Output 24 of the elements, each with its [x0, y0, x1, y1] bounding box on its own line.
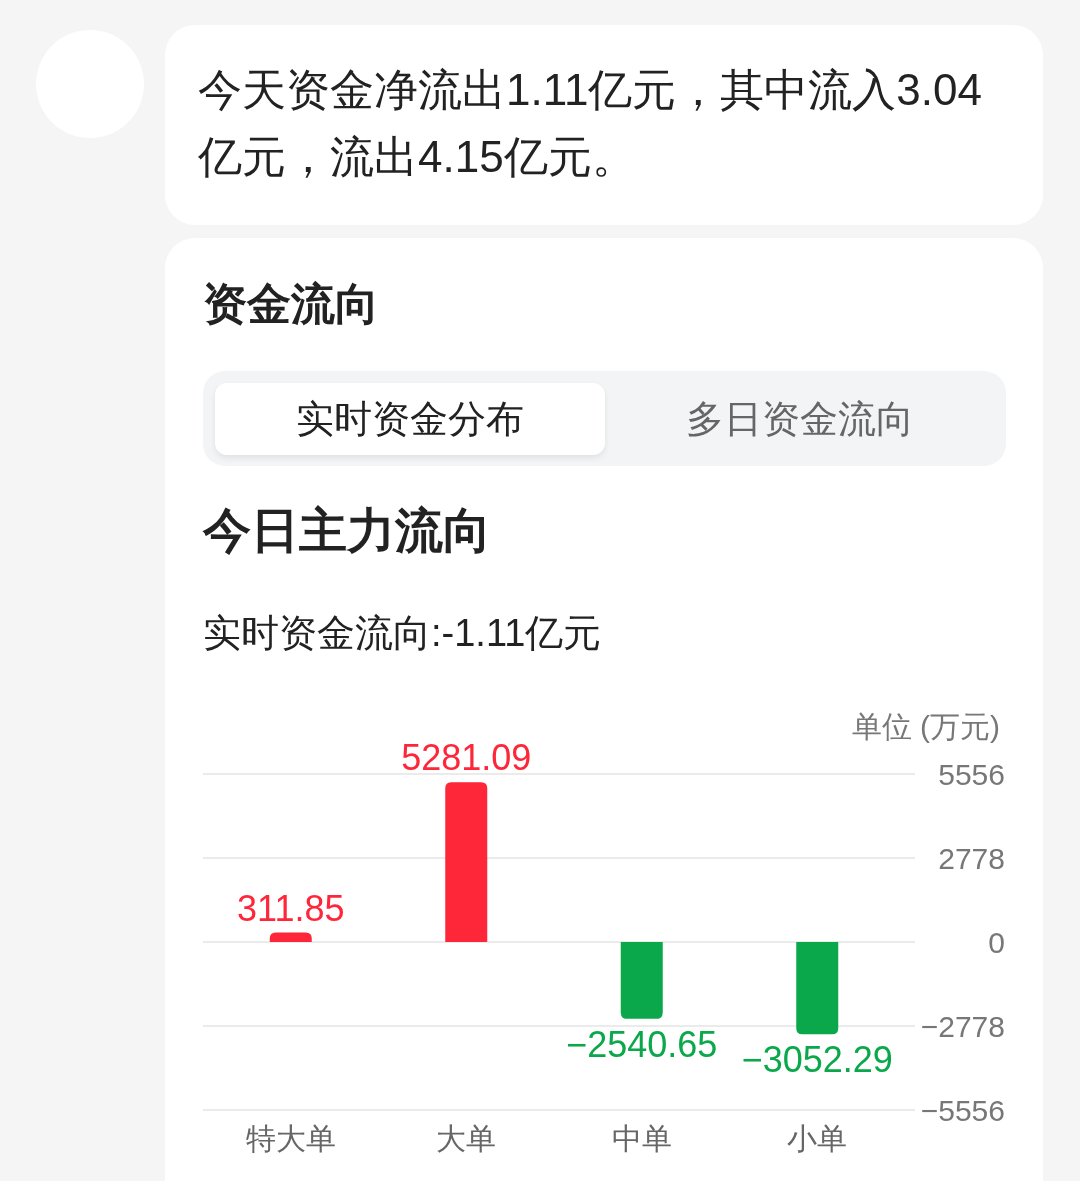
x-tick-label: 中单: [611, 1122, 672, 1155]
x-tick-label: 小单: [787, 1122, 848, 1155]
data-label: 5281.09: [401, 737, 532, 779]
bar: [445, 782, 488, 942]
y-tick-label: 5556: [938, 757, 1005, 791]
y-tick-label: 0: [988, 925, 1005, 959]
bar: [620, 942, 663, 1019]
y-axis-title: 单位 (万元): [851, 710, 1000, 743]
text: 多日资金流向: [685, 397, 915, 442]
y-tick-label: 2778: [938, 841, 1005, 875]
text: 实时资金分布: [215, 383, 605, 455]
x-tick-label: 大单: [436, 1122, 497, 1155]
bar: [796, 942, 839, 1035]
data-label: −3052.29: [741, 1039, 893, 1081]
y-tick-label: −2778: [920, 1009, 1005, 1043]
text: 今天资金净流出1.11亿元，其中流入3.04亿元，流出4.15亿元。: [198, 64, 983, 183]
data-label: −2540.65: [566, 1023, 718, 1065]
text: 资金流向: [203, 278, 379, 330]
data-label: 311.85: [237, 887, 345, 929]
chart-subtitle: 实时资金流向:-1.11亿元: [203, 611, 602, 656]
bar: [269, 932, 312, 942]
y-tick-label: −5556: [920, 1093, 1005, 1127]
x-tick-label: 特大单: [245, 1122, 336, 1155]
chart-title: 今日主力流向: [203, 503, 491, 559]
